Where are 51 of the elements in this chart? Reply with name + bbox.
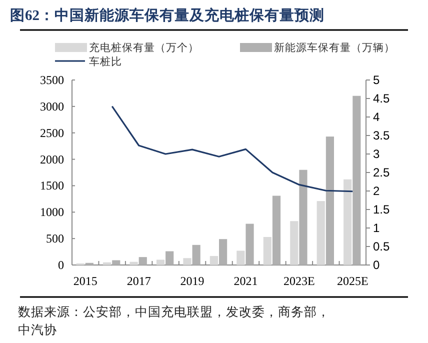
bar (246, 224, 254, 265)
y2-tick-label: 0.5 (373, 240, 390, 254)
bar (156, 260, 165, 265)
source-note: 数据来源：公安部，中国充电联盟，发改委，商务部，中汽协 (18, 304, 330, 337)
y-tick-label: 500 (46, 232, 64, 246)
x-tick-label: 2023E (284, 274, 315, 288)
bar (112, 260, 120, 265)
bar (192, 244, 200, 265)
legend-label: 车桩比 (89, 55, 122, 68)
bar (103, 262, 112, 265)
bar (316, 201, 325, 265)
y2-tick-label: 2 (373, 184, 380, 198)
bar (130, 262, 138, 265)
y2-tick-label: 3 (373, 147, 380, 161)
bar (344, 179, 352, 265)
y-tick-label: 2000 (40, 152, 64, 166)
y-tick-label: 1500 (40, 178, 64, 193)
bar (299, 170, 308, 265)
y2-tick-label: 1 (373, 221, 380, 235)
bar (138, 257, 147, 265)
y2-tick-label: 3.5 (373, 128, 390, 142)
bar (272, 196, 281, 265)
y2-tick-label: 0 (373, 258, 380, 272)
y2-tick-label: 2.5 (373, 166, 390, 180)
y2-tick-label: 1.5 (373, 202, 390, 216)
y-tick-label: 0 (58, 258, 64, 272)
legend-label: 新能源车保有量（万辆） (274, 41, 395, 54)
x-tick-label: 2015 (73, 274, 98, 288)
bar (210, 256, 218, 265)
bar (219, 239, 228, 265)
bar (352, 96, 361, 265)
bar (236, 250, 245, 265)
y-tick-label: 2500 (40, 126, 64, 140)
bar (263, 236, 272, 265)
y-tick-label: 3500 (40, 73, 64, 87)
y2-tick-label: 5 (373, 73, 380, 87)
bar (183, 258, 192, 265)
y-tick-label: 1000 (40, 205, 64, 220)
line-series (111, 105, 354, 192)
x-tick-label: 2017 (126, 274, 151, 288)
x-tick-label: 2019 (180, 274, 204, 288)
bar (166, 251, 174, 265)
chart-title: 图62：中国新能源车保有量及充电桩保有量预测 (10, 6, 324, 24)
y-tick-label: 3000 (40, 99, 64, 114)
x-tick-label: 2021 (234, 274, 258, 288)
y2-tick-label: 4 (373, 110, 380, 124)
legend-label: 充电桩保有量（万个） (89, 41, 199, 54)
x-tick-label: 2025E (336, 274, 368, 288)
y2-tick-label: 4.5 (373, 92, 390, 106)
bar (326, 136, 334, 265)
bar (290, 221, 298, 265)
